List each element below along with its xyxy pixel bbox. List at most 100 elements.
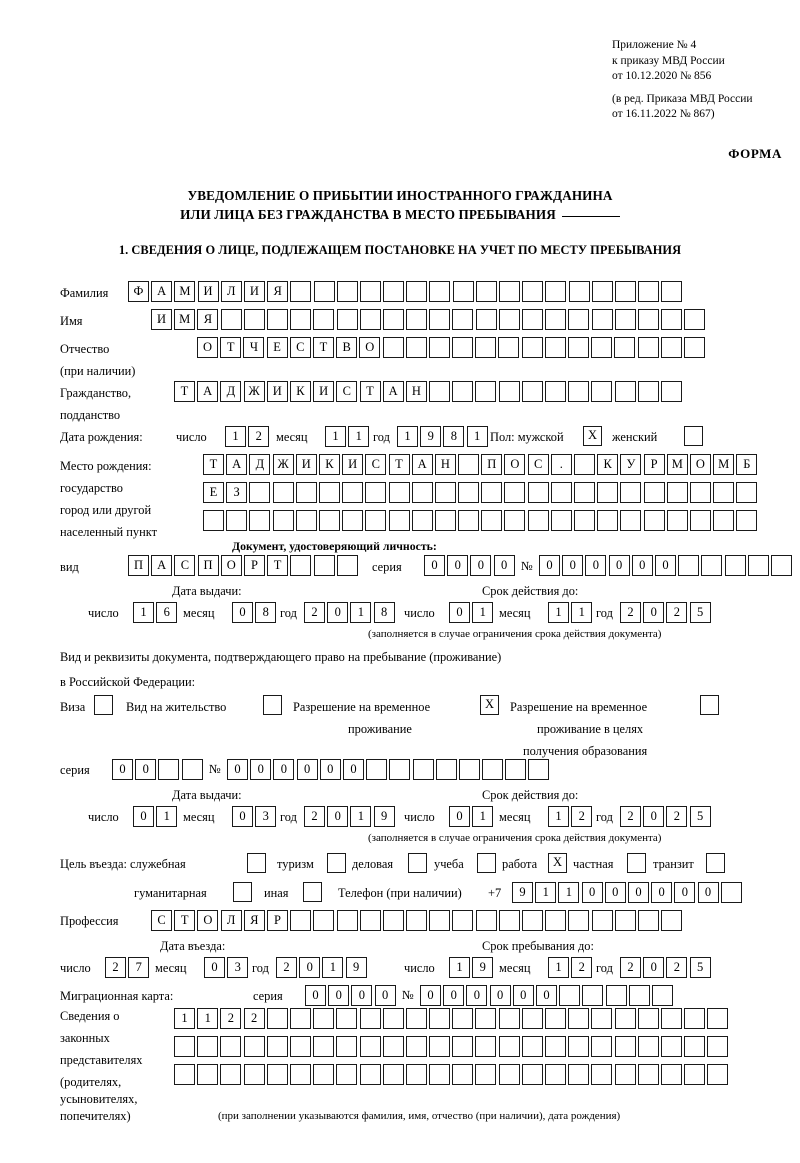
char-cell[interactable]: 3 (227, 957, 249, 978)
char-cell[interactable]: Р (243, 555, 265, 576)
field-legal-row3[interactable] (174, 1064, 729, 1085)
char-cell[interactable] (660, 337, 682, 358)
char-cell[interactable]: Ч (243, 337, 265, 358)
char-cell[interactable] (405, 1008, 427, 1029)
char-cell[interactable] (429, 1064, 451, 1085)
char-cell[interactable] (481, 510, 503, 531)
char-cell[interactable] (429, 281, 451, 302)
char-cell[interactable]: М (174, 281, 196, 302)
char-cell[interactable] (582, 985, 604, 1006)
char-cell[interactable] (661, 281, 683, 302)
char-cell[interactable]: Н (405, 381, 427, 402)
char-cell[interactable] (666, 510, 688, 531)
char-cell[interactable]: 9 (472, 957, 494, 978)
char-cell[interactable]: 0 (643, 602, 665, 623)
char-cell[interactable] (458, 454, 480, 475)
char-cell[interactable]: 0 (585, 555, 607, 576)
char-cell[interactable] (174, 1036, 195, 1057)
char-cell[interactable] (499, 281, 520, 302)
char-cell[interactable] (528, 759, 550, 780)
char-cell[interactable]: 0 (654, 555, 676, 576)
char-cell[interactable] (614, 337, 636, 358)
char-cell[interactable] (666, 482, 688, 503)
char-cell[interactable] (197, 1064, 219, 1085)
char-cell[interactable] (597, 482, 619, 503)
char-cell[interactable]: Т (220, 337, 242, 358)
char-cell[interactable] (597, 510, 619, 531)
char-cell[interactable] (318, 510, 340, 531)
char-cell[interactable] (359, 281, 381, 302)
char-cell[interactable]: 0 (443, 985, 465, 1006)
char-cell[interactable] (452, 910, 474, 931)
char-cell[interactable]: 0 (342, 759, 364, 780)
char-cell[interactable]: 0 (273, 759, 295, 780)
char-cell[interactable] (643, 482, 665, 503)
char-cell[interactable] (482, 759, 504, 780)
char-cell[interactable]: 0 (250, 759, 272, 780)
char-cell[interactable]: С (527, 454, 549, 475)
char-cell[interactable] (290, 555, 312, 576)
char-cell[interactable]: 0 (581, 882, 603, 903)
char-cell[interactable]: 0 (643, 806, 665, 827)
char-cell[interactable] (568, 381, 590, 402)
char-cell[interactable] (266, 1064, 288, 1085)
char-cell[interactable]: 1 (350, 602, 372, 623)
char-cell[interactable]: 0 (296, 759, 318, 780)
char-cell[interactable]: 1 (397, 426, 418, 447)
char-cell[interactable] (475, 1064, 497, 1085)
char-cell[interactable]: 0 (374, 985, 396, 1006)
char-cell[interactable] (505, 759, 527, 780)
char-cell[interactable] (197, 1036, 219, 1057)
char-cell[interactable] (720, 882, 742, 903)
checkbox-temp-residence[interactable]: X (480, 695, 499, 715)
char-cell[interactable]: 2 (304, 806, 325, 827)
char-cell[interactable] (545, 1008, 566, 1029)
char-cell[interactable]: 0 (449, 806, 470, 827)
char-cell[interactable] (249, 482, 271, 503)
char-cell[interactable] (452, 281, 474, 302)
char-cell[interactable]: 0 (327, 602, 349, 623)
char-cell[interactable] (689, 482, 711, 503)
char-cell[interactable]: 0 (674, 882, 696, 903)
checkbox-purpose-other[interactable] (303, 882, 322, 902)
char-cell[interactable]: П (197, 555, 219, 576)
char-cell[interactable]: 0 (470, 555, 492, 576)
char-cell[interactable] (522, 309, 543, 330)
char-cell[interactable] (412, 759, 434, 780)
char-cell[interactable] (313, 910, 335, 931)
char-cell[interactable]: 1 (348, 426, 370, 447)
char-cell[interactable]: 0 (489, 985, 511, 1006)
char-cell[interactable]: 0 (232, 602, 253, 623)
char-cell[interactable] (660, 1064, 682, 1085)
char-cell[interactable] (591, 309, 613, 330)
char-cell[interactable] (614, 910, 636, 931)
char-cell[interactable]: Р (266, 910, 288, 931)
char-cell[interactable]: О (359, 337, 381, 358)
char-cell[interactable]: 1 (322, 957, 344, 978)
char-cell[interactable]: М (174, 309, 196, 330)
char-cell[interactable] (336, 309, 358, 330)
char-cell[interactable] (435, 759, 457, 780)
char-cell[interactable] (428, 337, 450, 358)
char-cell[interactable] (522, 910, 543, 931)
char-cell[interactable]: А (226, 454, 248, 475)
char-cell[interactable] (701, 555, 723, 576)
char-cell[interactable] (359, 910, 381, 931)
char-cell[interactable]: 0 (351, 985, 373, 1006)
char-cell[interactable] (684, 1036, 706, 1057)
char-cell[interactable]: Т (388, 454, 410, 475)
char-cell[interactable] (481, 482, 503, 503)
char-cell[interactable] (475, 309, 497, 330)
char-cell[interactable]: И (342, 454, 364, 475)
char-cell[interactable] (713, 482, 735, 503)
char-cell[interactable] (382, 1008, 404, 1029)
checkbox-purpose-service[interactable] (247, 853, 266, 873)
char-cell[interactable]: 0 (319, 759, 341, 780)
char-cell[interactable]: О (197, 910, 219, 931)
char-cell[interactable] (359, 309, 381, 330)
